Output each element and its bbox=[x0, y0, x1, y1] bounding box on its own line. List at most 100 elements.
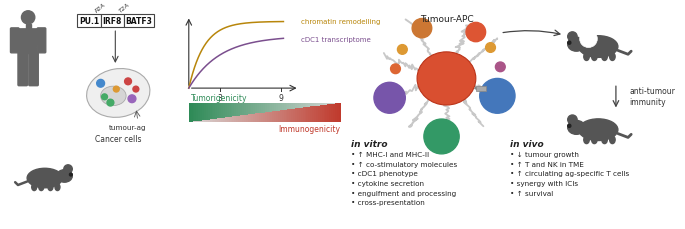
Circle shape bbox=[580, 31, 597, 48]
Circle shape bbox=[97, 80, 105, 88]
Bar bbox=[231, 103, 233, 117]
Bar bbox=[273, 103, 275, 112]
Bar bbox=[261, 103, 263, 113]
Bar bbox=[333, 104, 336, 123]
Bar bbox=[221, 103, 223, 118]
Ellipse shape bbox=[101, 87, 126, 106]
Bar bbox=[192, 103, 195, 122]
Ellipse shape bbox=[602, 54, 608, 61]
Bar bbox=[234, 103, 237, 117]
Bar bbox=[284, 103, 286, 110]
Text: cDC1 transcriptome: cDC1 transcriptome bbox=[301, 37, 371, 43]
Bar bbox=[223, 103, 225, 118]
Bar bbox=[215, 103, 218, 119]
Bar bbox=[200, 103, 203, 121]
Text: BATF3: BATF3 bbox=[125, 17, 152, 26]
Bar bbox=[293, 103, 295, 109]
Bar bbox=[219, 119, 221, 123]
Bar bbox=[297, 103, 299, 109]
Circle shape bbox=[568, 115, 577, 125]
Bar bbox=[276, 111, 279, 123]
Bar bbox=[282, 103, 284, 111]
Text: Cancer cells: Cancer cells bbox=[95, 134, 142, 143]
Text: • cross-presentation: • cross-presentation bbox=[351, 199, 425, 205]
Bar bbox=[306, 107, 309, 123]
FancyBboxPatch shape bbox=[29, 53, 38, 86]
Text: Tumorigenicity: Tumorigenicity bbox=[190, 93, 247, 102]
Bar bbox=[316, 103, 319, 106]
Bar bbox=[206, 103, 208, 120]
Bar bbox=[240, 116, 242, 123]
Circle shape bbox=[128, 95, 136, 103]
Bar bbox=[25, 25, 31, 30]
Bar bbox=[249, 103, 252, 115]
Bar bbox=[234, 117, 237, 123]
Bar bbox=[232, 103, 235, 117]
Circle shape bbox=[424, 120, 459, 154]
Ellipse shape bbox=[579, 119, 618, 141]
Bar bbox=[215, 119, 218, 123]
Bar bbox=[244, 115, 246, 123]
Text: • synergy with ICIs: • synergy with ICIs bbox=[510, 180, 578, 186]
Bar bbox=[297, 109, 299, 123]
Bar bbox=[204, 103, 206, 120]
Bar bbox=[266, 112, 269, 123]
Bar bbox=[195, 103, 197, 122]
Bar bbox=[280, 103, 282, 111]
Bar bbox=[331, 103, 334, 104]
Bar bbox=[312, 107, 314, 123]
Bar bbox=[305, 103, 307, 108]
Text: tumour-ag: tumour-ag bbox=[109, 124, 147, 130]
Ellipse shape bbox=[592, 136, 597, 144]
Text: T2A: T2A bbox=[118, 2, 130, 14]
Bar bbox=[253, 114, 256, 123]
Bar bbox=[192, 122, 195, 123]
Ellipse shape bbox=[32, 184, 37, 191]
Bar bbox=[244, 103, 246, 115]
Text: • ↑ T and NK in TME: • ↑ T and NK in TME bbox=[510, 161, 584, 167]
Bar bbox=[210, 120, 212, 123]
Text: in vivo: in vivo bbox=[510, 140, 544, 149]
Bar bbox=[257, 114, 260, 123]
Bar bbox=[318, 103, 321, 106]
Bar bbox=[284, 110, 286, 123]
Bar bbox=[323, 103, 326, 105]
Bar bbox=[190, 122, 193, 123]
Bar bbox=[333, 103, 336, 104]
Ellipse shape bbox=[568, 121, 585, 135]
Ellipse shape bbox=[55, 184, 60, 191]
Bar bbox=[295, 109, 297, 123]
Ellipse shape bbox=[57, 170, 73, 183]
Text: anti-tumour
immunity: anti-tumour immunity bbox=[630, 87, 675, 106]
Text: • ↑ circulating ag-specific T cells: • ↑ circulating ag-specific T cells bbox=[510, 171, 630, 177]
Bar bbox=[310, 107, 312, 123]
Text: • ↑ survival: • ↑ survival bbox=[510, 190, 553, 196]
Bar bbox=[325, 103, 328, 105]
Bar bbox=[320, 106, 322, 123]
Bar bbox=[227, 103, 229, 118]
Bar bbox=[329, 103, 332, 105]
Bar bbox=[282, 111, 284, 123]
Bar bbox=[238, 103, 240, 116]
Ellipse shape bbox=[610, 54, 615, 61]
Bar bbox=[278, 111, 280, 123]
FancyBboxPatch shape bbox=[37, 29, 46, 54]
Bar bbox=[197, 103, 199, 121]
Bar bbox=[337, 103, 339, 104]
Bar bbox=[232, 117, 235, 123]
Circle shape bbox=[113, 87, 119, 93]
Circle shape bbox=[479, 79, 515, 114]
Bar bbox=[200, 121, 203, 123]
Bar bbox=[261, 113, 263, 123]
Bar bbox=[339, 103, 341, 104]
Bar bbox=[263, 103, 265, 113]
Bar bbox=[295, 103, 297, 109]
Bar bbox=[214, 103, 216, 119]
Bar bbox=[225, 118, 227, 123]
Bar bbox=[299, 103, 301, 109]
Bar bbox=[197, 121, 199, 123]
Bar bbox=[208, 120, 210, 123]
Ellipse shape bbox=[568, 38, 585, 52]
Bar bbox=[274, 112, 277, 123]
Circle shape bbox=[466, 23, 486, 43]
